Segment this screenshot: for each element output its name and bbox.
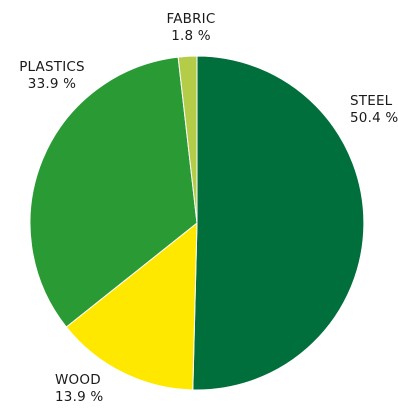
pie-slice-wood	[65, 222, 198, 391]
slice-label-wood-value: 13.9 %	[55, 389, 104, 405]
pie-slice-steel	[192, 55, 365, 391]
slice-label-plastics: PLASTICS 33.9 %	[7, 59, 97, 93]
pie-slice-fabric	[177, 55, 198, 224]
pie-slices	[29, 55, 365, 391]
slice-label-fabric: FABRIC 1.8 %	[146, 11, 236, 45]
slice-label-steel-name: STEEL	[350, 93, 393, 109]
pie-slice-plastics	[29, 56, 198, 328]
slice-label-fabric-name: FABRIC	[166, 11, 216, 27]
slice-label-steel-value: 50.4 %	[350, 110, 398, 126]
slice-label-steel: STEEL 50.4 %	[350, 93, 398, 127]
slice-label-fabric-value: 1.8 %	[171, 28, 211, 44]
slice-label-wood: WOOD 13.9 %	[55, 372, 103, 406]
slice-label-wood-name: WOOD	[55, 372, 101, 388]
slice-label-plastics-value: 33.9 %	[27, 76, 77, 92]
slice-label-plastics-name: PLASTICS	[19, 59, 85, 75]
